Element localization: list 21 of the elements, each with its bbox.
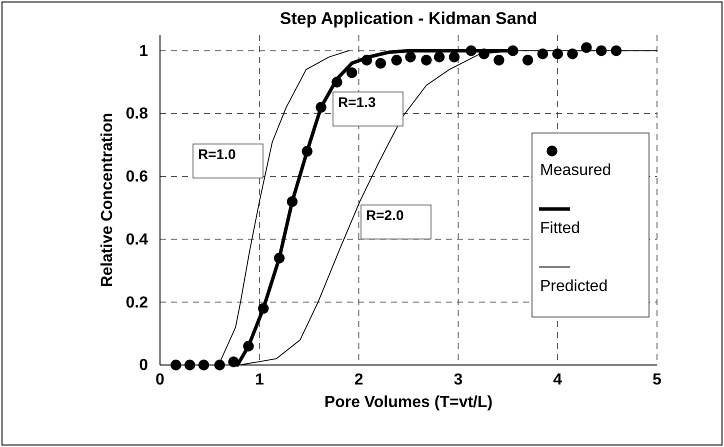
x-tick-label: 0 <box>156 371 165 388</box>
x-axis-title: Pore Volumes (T=vt/L) <box>324 394 493 411</box>
y-tick-label: 0 <box>139 357 148 374</box>
x-tick-label: 4 <box>553 371 562 388</box>
annotation: R=1.0 <box>198 146 236 162</box>
y-tick-label: 0.8 <box>126 106 148 123</box>
y-tick-label: 1 <box>139 42 148 60</box>
chart-title: Step Application - Kidman Sand <box>280 9 538 28</box>
annotation: R=1.3 <box>338 94 376 110</box>
x-tick-label: 1 <box>254 371 264 388</box>
y-axis-title: Relative Concentration <box>99 112 116 288</box>
y-tick-label: 0.4 <box>126 231 148 248</box>
legend-label: Fitted <box>540 220 580 237</box>
x-tick-label: 3 <box>454 371 463 388</box>
legend-label: Predicted <box>540 278 608 295</box>
annotation: R=2.0 <box>366 207 404 223</box>
y-tick-label: 0.6 <box>126 168 148 186</box>
x-tick-label: 2 <box>354 371 364 388</box>
y-tick-label: 0.2 <box>126 294 148 312</box>
x-tick-label: 5 <box>652 371 662 388</box>
legend-label: Measured <box>540 162 612 179</box>
